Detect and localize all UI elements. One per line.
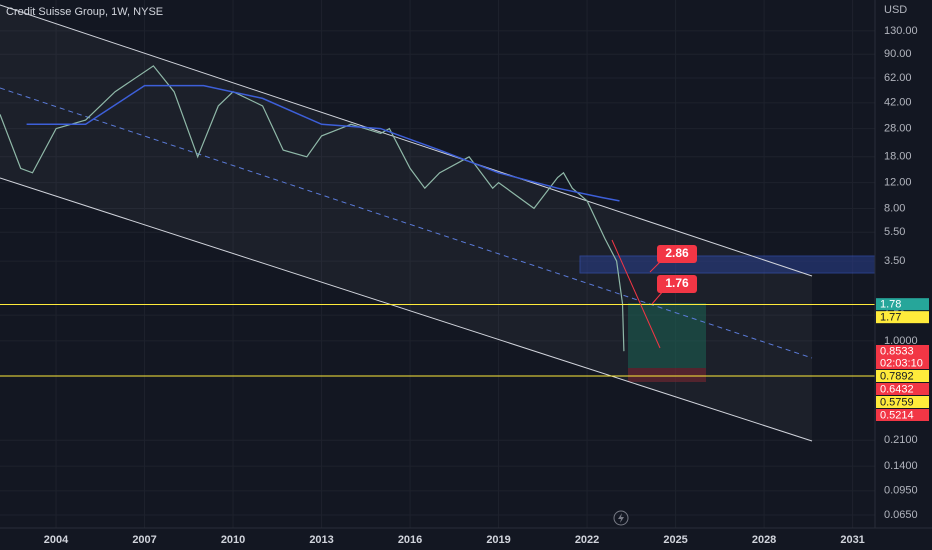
price-tag-label: 0.5214 [880,409,914,421]
x-tick-label: 2031 [840,534,864,546]
y-tick-label: 3.50 [884,255,905,267]
y-tick-label: 0.0950 [884,485,918,497]
callout: 2.86 [665,246,689,260]
x-tick-label: 2019 [486,534,510,546]
forecast-line [611,239,661,349]
price-tag-label: 0.6432 [880,383,914,395]
flash-icon[interactable] [613,510,629,526]
flash-icon-bolt [618,513,624,523]
x-tick-label: 2028 [752,534,776,546]
x-tick-label: 2025 [663,534,687,546]
y-tick-label: 130.00 [884,25,918,37]
price-tag [876,382,929,395]
price-tag-label: 0.8533 [880,345,914,357]
y-tick-label: 0.1400 [884,460,918,472]
price-tag [876,344,929,369]
price-tag-label: 0.5759 [880,396,914,408]
y-tick-label: 0.2100 [884,434,918,446]
price-tag [876,395,929,408]
price-line [0,65,625,352]
y-tick-label: 12.00 [884,177,912,189]
x-tick-label: 2010 [221,534,245,546]
x-tick-label: 2016 [398,534,422,546]
y-tick-label: 90.00 [884,48,912,60]
x-tick-label: 2007 [132,534,156,546]
plot [0,65,875,377]
callout-box [657,245,697,263]
price-tag [876,369,929,382]
channel-upper [0,4,813,277]
price-tag-label: 1.77 [880,312,901,324]
grid [0,0,875,528]
y-tick-label: 1.0000 [884,335,918,347]
stop-box [628,368,706,382]
price-tag [876,298,929,311]
y-tick-label: 28.00 [884,123,912,135]
zone-box [579,255,877,274]
axes: 130.00 90.00 62.00 42.00 28.00 18.00 12.00 8.00… [44,25,929,546]
x-tick-label: 2004 [44,534,69,546]
price-tag-label: 1.78 [880,299,901,311]
price-tag [876,311,929,324]
price-tag [876,408,929,421]
y-axis-panel [875,0,932,550]
x-tick-label: 2022 [575,534,599,546]
channel-lower [0,177,813,442]
chart-title: Credit Suisse Group, 1W, NYSE [6,6,163,18]
channel-mid [0,87,813,359]
y-tick-label: 62.00 [884,72,912,84]
y-tick-label: 5.50 [884,226,905,238]
y-tick-label: 42.00 [884,97,912,109]
x-tick-label: 2013 [309,534,333,546]
callout-box [657,275,697,293]
countdown: 02:03:10 [880,357,923,369]
y-tick-label: 0.0650 [884,509,918,521]
currency: USD [884,4,907,16]
price-tag-label: 0.7892 [880,370,914,382]
callout: 1.76 [665,276,689,290]
y-tick-label: 18.00 [884,151,912,163]
target-box [628,303,706,368]
y-tick-label: 8.00 [884,202,905,214]
price-line [26,84,620,202]
